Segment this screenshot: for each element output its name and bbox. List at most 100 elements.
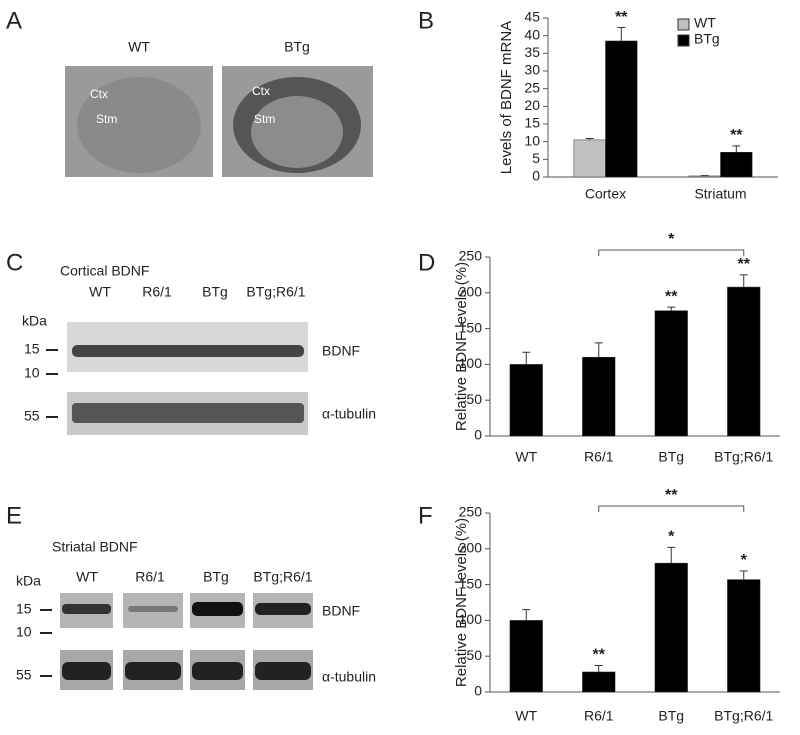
band [255,603,311,615]
bar [688,175,721,178]
panel-letter: D [418,249,435,276]
brain-label: BTg [284,39,310,55]
y-tick-label: 15 [524,115,540,131]
blot-e [60,593,313,690]
y-tick-label: 150 [459,319,483,335]
band [62,662,111,680]
significance: ** [665,288,678,305]
y-tick-label: 0 [532,168,540,184]
unit: kDa [16,573,41,589]
legend-label: BTg [694,31,720,47]
lane-label: R6/1 [142,284,172,300]
y-tick-label: 0 [474,427,482,443]
lane-label: BTg;R6/1 [253,569,312,585]
error-bar [617,27,626,41]
marker-dashes [40,349,58,677]
panel-letter: A [6,7,22,34]
bar [605,40,638,178]
marker-label: 10 [16,624,32,640]
significance: ** [730,127,743,144]
error-bar [667,546,676,564]
x-tick-label: R6/1 [584,708,614,724]
band [192,662,243,680]
region-label: Ctx [252,84,270,98]
bar [654,310,688,437]
region-label: Ctx [90,87,108,101]
region-label: Stm [254,112,275,126]
y-tick-label: 200 [459,284,483,300]
lane-label: BTg [202,284,228,300]
brain-slice [77,77,201,173]
region-label: Stm [96,112,117,126]
bar [509,620,543,693]
unit: kDa [22,313,47,329]
panel-letter: F [418,502,433,529]
y-tick-label: 45 [524,9,540,25]
error-bar [594,665,603,672]
bracket [598,505,745,512]
legend-swatch [677,34,690,47]
bar [582,671,616,693]
lane-label: BTg [203,569,229,585]
y-tick-label: 25 [524,79,540,95]
y-axis-label: Relative BDNF levels (%) [453,262,470,431]
y-tick-label: 40 [524,26,540,42]
marker-label: 15 [16,601,32,617]
marker-label: 15 [24,341,40,357]
y-tick-label: 250 [459,504,483,520]
x-tick-label: Striatum [694,186,746,202]
x-tick-label: BTg [658,449,684,465]
marker-label: 10 [24,365,40,381]
bar [727,286,761,437]
y-tick-label: 5 [532,150,540,166]
band [128,606,178,612]
bar [509,364,543,437]
band [192,602,243,616]
bracket-label: ** [665,487,678,504]
y-axis-label: Levels of BDNF mRNA [498,21,515,174]
x-tick-label: BTg;R6/1 [714,708,773,724]
blot-title: Cortical BDNF [60,263,149,279]
error-bar [594,342,603,358]
y-tick-label: 100 [459,611,483,627]
y-tick-label: 250 [459,248,483,264]
bar [654,562,688,693]
brain-slice-inner [251,96,343,168]
y-tick-label: 0 [474,683,482,699]
x-tick-label: BTg [658,708,684,724]
significance: ** [615,9,628,26]
blot-title: Striatal BDNF [52,539,138,555]
lane-label: WT [76,569,98,585]
y-axis-label: Relative BDNF levels (%) [453,518,470,687]
band-label: BDNF [322,603,360,619]
x-tick-label: R6/1 [584,449,614,465]
y-tick-label: 35 [524,44,540,60]
bar [573,139,606,178]
error-bar [732,145,741,153]
marker-label: 55 [16,667,32,683]
x-tick-label: Cortex [585,186,626,202]
error-bar [522,351,531,365]
band [62,604,111,614]
error-bar [667,306,676,311]
panel-letter: B [418,7,434,34]
bar [582,356,616,437]
band [72,345,304,357]
marker-label: 55 [24,408,40,424]
bracket-label: * [668,231,675,248]
x-tick-label: WT [515,708,537,724]
error-bar [739,274,748,288]
band-label: α-tubulin [322,669,376,685]
bar [720,152,753,178]
panel-letter: C [6,249,23,276]
y-tick-label: 10 [524,132,540,148]
significance: ** [593,647,606,664]
y-tick-label: 150 [459,575,483,591]
brain-images [65,66,373,177]
band [72,403,304,423]
error-bar [739,570,748,580]
y-tick-label: 100 [459,355,483,371]
band-label: α-tubulin [322,406,376,422]
band [255,662,311,680]
